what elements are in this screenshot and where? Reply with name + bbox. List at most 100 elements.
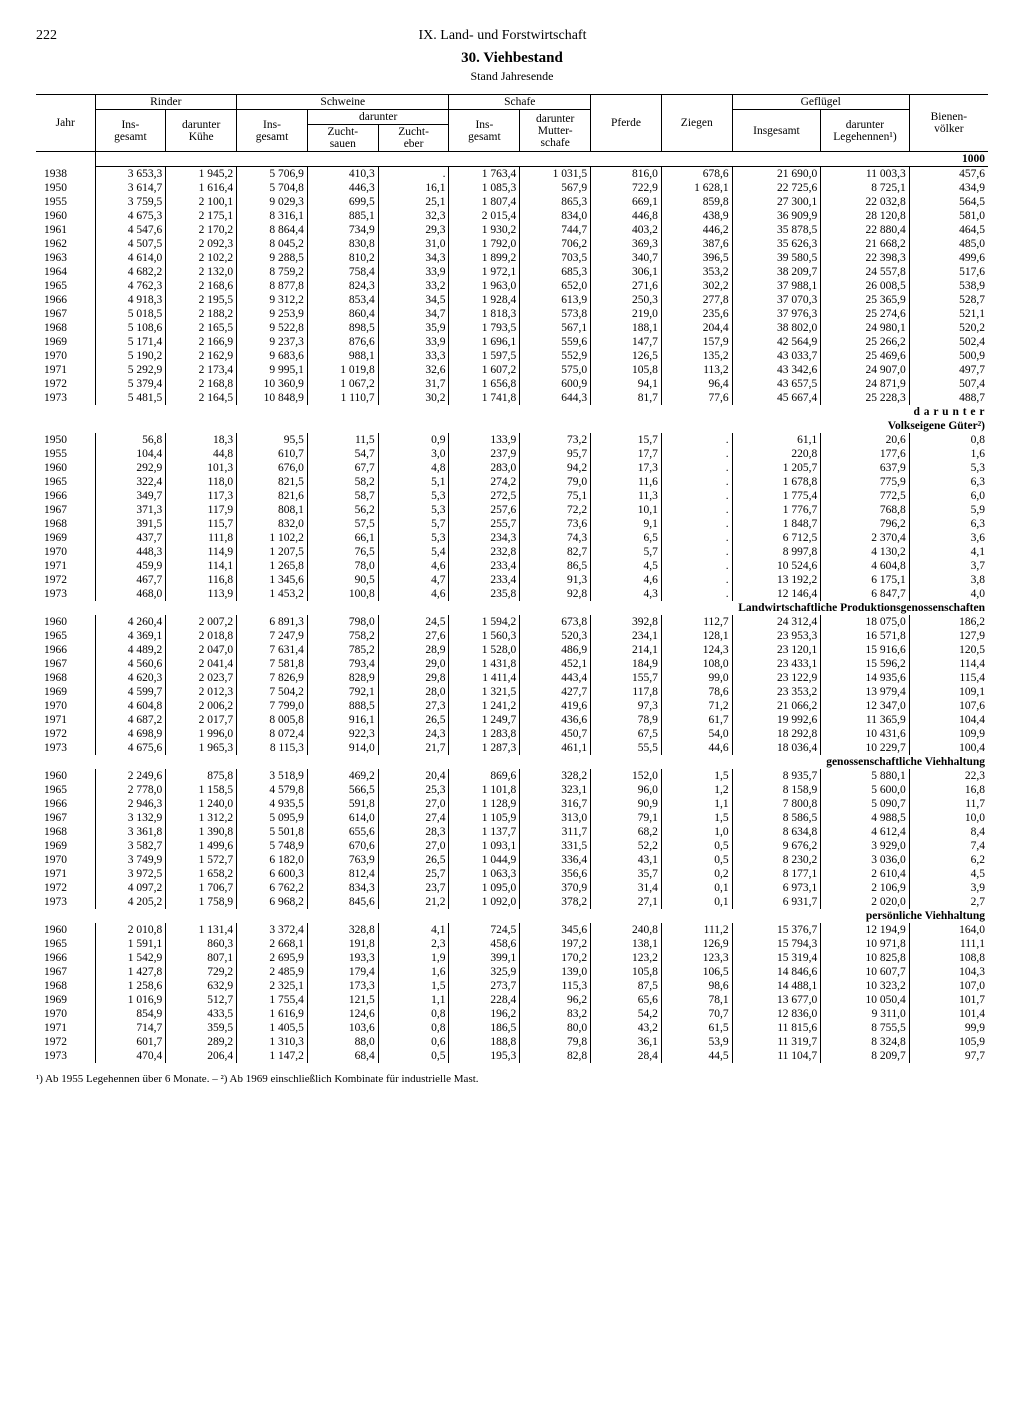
data-cell: 632,9 (166, 979, 237, 993)
data-cell: 28,9 (378, 643, 449, 657)
data-cell: 184,9 (591, 657, 662, 671)
data-cell: 111,2 (661, 923, 732, 937)
data-cell: 2 006,2 (166, 699, 237, 713)
data-cell: 61,5 (661, 1021, 732, 1035)
data-cell: 124,6 (307, 1007, 378, 1021)
data-cell: 512,7 (166, 993, 237, 1007)
data-cell: 1 411,4 (449, 671, 520, 685)
data-cell: 31,0 (378, 237, 449, 251)
data-cell: 486,9 (520, 643, 591, 657)
data-cell: 8 935,7 (732, 769, 821, 783)
data-cell: 345,6 (520, 923, 591, 937)
data-cell: 4,5 (909, 867, 988, 881)
data-cell: 1 240,0 (166, 797, 237, 811)
table-row: 19684 620,32 023,77 826,9828,929,81 411,… (36, 671, 988, 685)
table-row: 19604 675,32 175,18 316,1885,132,32 015,… (36, 209, 988, 223)
data-cell: 94,1 (591, 377, 662, 391)
data-cell: 670,6 (307, 839, 378, 853)
data-cell: 13 192,2 (732, 573, 821, 587)
data-cell: 22,3 (909, 769, 988, 783)
data-cell: 2 106,9 (821, 881, 910, 895)
data-cell: 107,0 (909, 979, 988, 993)
data-cell: 436,6 (520, 713, 591, 727)
data-cell: 95,5 (237, 433, 308, 447)
data-cell: 36 909,9 (732, 209, 821, 223)
table-row: 19383 653,31 945,25 706,9410,3.1 763,41 … (36, 167, 988, 182)
data-cell: 2 041,4 (166, 657, 237, 671)
data-cell: 1 105,9 (449, 811, 520, 825)
data-cell: 1 499,6 (166, 839, 237, 853)
data-cell: 4,1 (909, 545, 988, 559)
data-cell: 1 607,2 (449, 363, 520, 377)
data-cell: 1,6 (378, 965, 449, 979)
data-cell: 1,6 (909, 447, 988, 461)
data-cell: 2 170,2 (166, 223, 237, 237)
data-cell: 233,4 (449, 573, 520, 587)
year-cell: 1966 (36, 951, 95, 965)
data-cell: 4,6 (378, 587, 449, 601)
data-cell: 8 586,5 (732, 811, 821, 825)
data-cell: 914,0 (307, 741, 378, 755)
data-cell: 457,6 (909, 167, 988, 182)
data-cell: 234,3 (449, 531, 520, 545)
year-cell: 1955 (36, 447, 95, 461)
data-cell: 116,8 (166, 573, 237, 587)
data-cell: 2 188,2 (166, 307, 237, 321)
table-row: 19671 427,8729,22 485,9179,41,6325,9139,… (36, 965, 988, 979)
data-cell: 1 542,9 (95, 951, 166, 965)
section-heading: d a r u n t e r (36, 405, 988, 419)
data-cell: 5,3 (378, 503, 449, 517)
table-title: 30. Viehbestand (36, 50, 988, 67)
page-number: 222 (36, 28, 57, 44)
data-cell: 79,1 (591, 811, 662, 825)
year-cell: 1970 (36, 1007, 95, 1021)
data-cell: 0,5 (661, 839, 732, 853)
data-cell: 1 085,3 (449, 181, 520, 195)
data-cell: 44,8 (166, 447, 237, 461)
data-cell: 111,8 (166, 531, 237, 545)
data-cell: 179,4 (307, 965, 378, 979)
data-cell: 448,3 (95, 545, 166, 559)
data-cell: 2 370,4 (821, 531, 910, 545)
unit-row: 1000 (95, 152, 988, 167)
data-cell: 7 247,9 (237, 629, 308, 643)
data-cell: 8 177,1 (732, 867, 821, 881)
data-cell: 58,2 (307, 475, 378, 489)
data-cell: 434,9 (909, 181, 988, 195)
data-cell: 8 072,4 (237, 727, 308, 741)
year-cell: 1970 (36, 545, 95, 559)
data-cell: 828,9 (307, 671, 378, 685)
data-cell: 23 433,1 (732, 657, 821, 671)
data-cell: 21 690,0 (732, 167, 821, 182)
year-cell: 1969 (36, 839, 95, 853)
data-cell: 11,7 (909, 797, 988, 811)
data-cell: 25,3 (378, 783, 449, 797)
data-cell: 328,2 (520, 769, 591, 783)
data-cell: 26 008,5 (821, 279, 910, 293)
table-row: 1973468,0113,91 453,2100,84,6235,892,84,… (36, 587, 988, 601)
table-row: 1970854,9433,51 616,9124,60,8196,283,254… (36, 1007, 988, 1021)
year-cell: 1938 (36, 167, 95, 182)
data-cell: 724,5 (449, 923, 520, 937)
data-cell: 1 763,4 (449, 167, 520, 182)
data-cell: 25 266,2 (821, 335, 910, 349)
data-cell: . (661, 573, 732, 587)
data-cell: 7 631,4 (237, 643, 308, 657)
data-cell: 219,0 (591, 307, 662, 321)
data-cell: 17,7 (591, 447, 662, 461)
data-cell: 313,0 (520, 811, 591, 825)
data-cell: 82,7 (520, 545, 591, 559)
data-cell: 1 560,3 (449, 629, 520, 643)
data-cell: 8 759,2 (237, 265, 308, 279)
data-cell: 0,5 (661, 853, 732, 867)
data-cell: 96,0 (591, 783, 662, 797)
col-schafe: Schafe (449, 95, 591, 110)
year-cell: 1968 (36, 517, 95, 531)
data-cell: 191,8 (307, 937, 378, 951)
data-cell: 4 620,3 (95, 671, 166, 685)
data-cell: 35 626,3 (732, 237, 821, 251)
data-cell: 4 369,1 (95, 629, 166, 643)
data-cell: 4 560,6 (95, 657, 166, 671)
data-cell: 2 047,0 (166, 643, 237, 657)
data-cell: 19 992,6 (732, 713, 821, 727)
